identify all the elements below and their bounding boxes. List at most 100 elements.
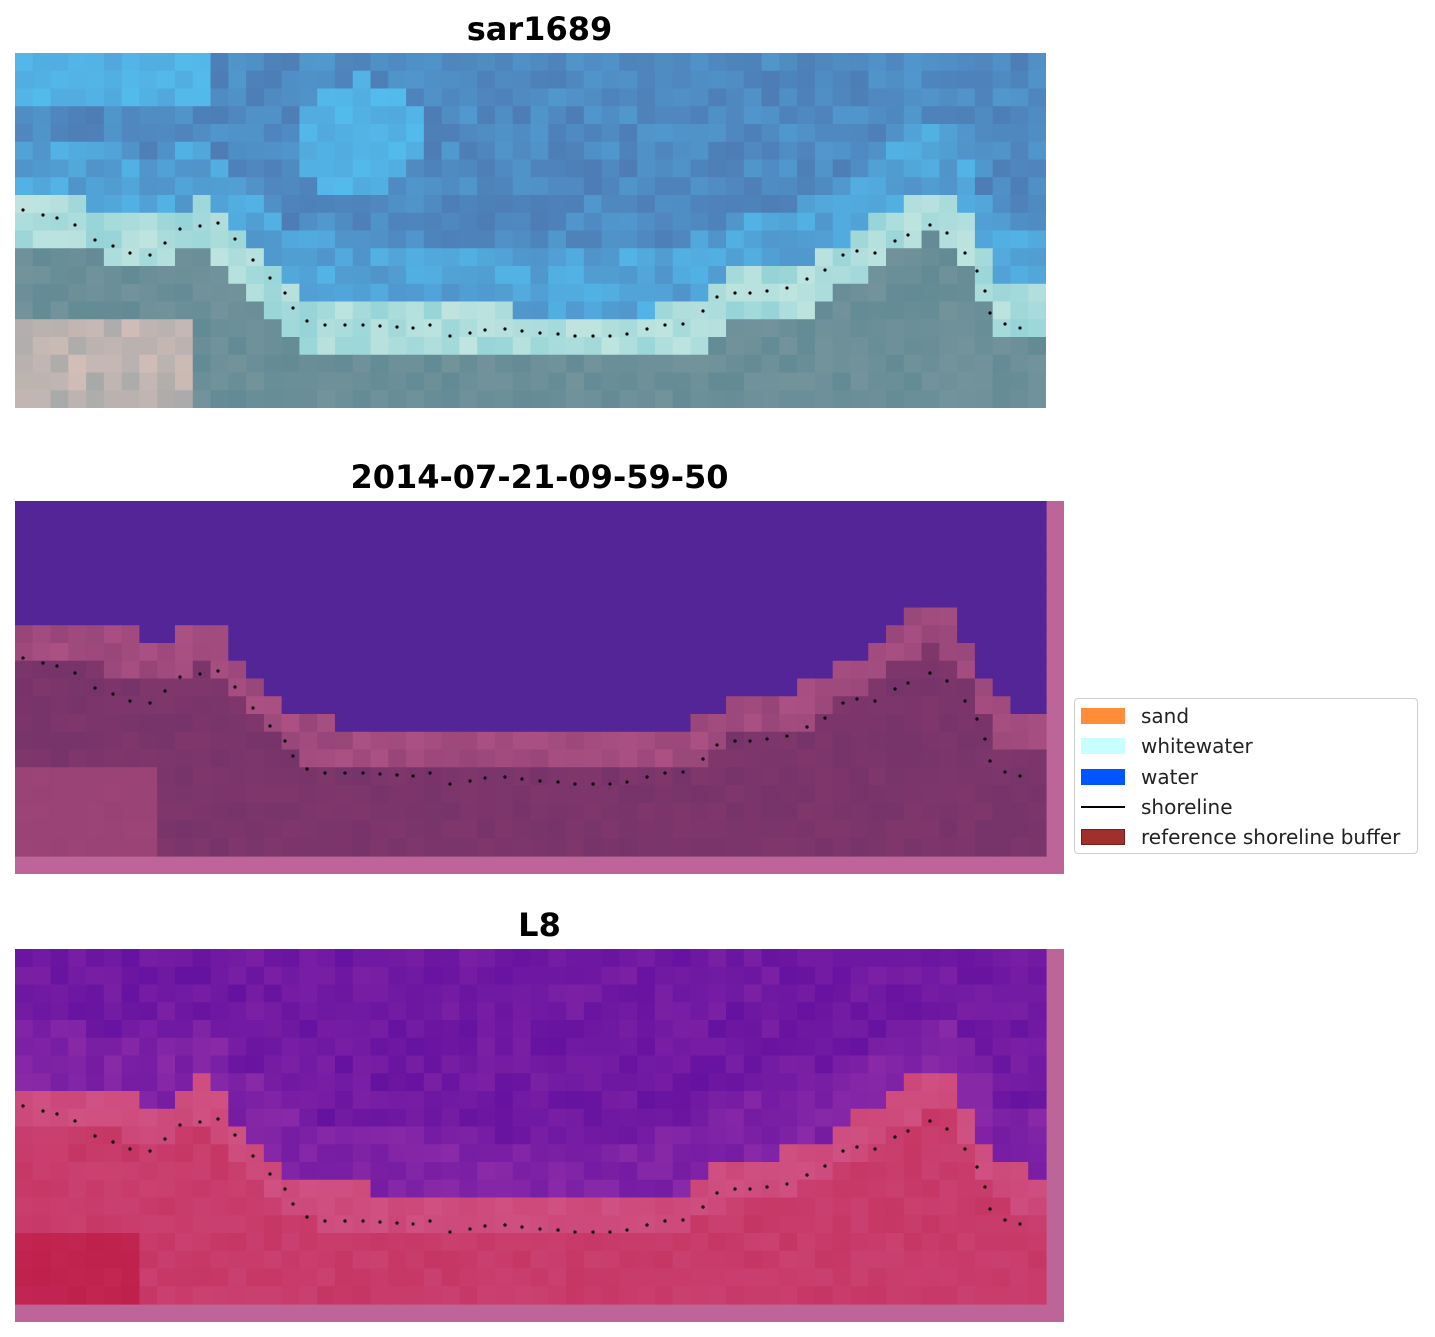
legend-item-sand: sand bbox=[1081, 703, 1189, 729]
shoreline-dot bbox=[428, 771, 432, 775]
image-pixel bbox=[210, 1037, 229, 1057]
image-pixel bbox=[850, 266, 869, 285]
image-pixel bbox=[15, 949, 34, 968]
image-pixel bbox=[939, 838, 958, 857]
image-pixel bbox=[708, 607, 727, 626]
image-pixel bbox=[974, 572, 994, 591]
image-pixel bbox=[32, 1233, 52, 1252]
image-pixel bbox=[317, 266, 336, 285]
image-pixel bbox=[121, 731, 141, 751]
image-pixel bbox=[281, 589, 301, 609]
image-pixel bbox=[263, 1020, 283, 1039]
image-pixel bbox=[281, 1037, 301, 1057]
image-pixel bbox=[939, 589, 958, 609]
image-pixel bbox=[974, 248, 994, 267]
image-pixel bbox=[139, 319, 158, 338]
image-pixel bbox=[477, 607, 496, 626]
shoreline-dot bbox=[715, 295, 719, 299]
shoreline-dot bbox=[945, 1127, 949, 1131]
image-pixel bbox=[50, 354, 69, 374]
image-pixel bbox=[121, 195, 141, 214]
image-pixel bbox=[246, 1233, 265, 1252]
image-pixel bbox=[530, 838, 549, 857]
image-pixel bbox=[423, 106, 443, 125]
shoreline-dot bbox=[1003, 770, 1007, 774]
image-pixel bbox=[637, 266, 656, 285]
image-pixel bbox=[548, 589, 567, 609]
image-pixel bbox=[423, 1162, 443, 1181]
image-pixel bbox=[726, 1055, 745, 1074]
image-pixel bbox=[406, 518, 425, 538]
image-pixel bbox=[974, 1250, 994, 1270]
shoreline-dot bbox=[748, 739, 752, 743]
shoreline-dot bbox=[428, 1219, 432, 1223]
image-pixel bbox=[779, 248, 798, 267]
image-pixel bbox=[992, 501, 1012, 520]
image-pixel bbox=[939, 248, 958, 267]
image-pixel bbox=[370, 124, 389, 143]
image-pixel bbox=[761, 337, 780, 356]
image-pixel bbox=[210, 518, 229, 538]
image-pixel bbox=[903, 1197, 923, 1216]
image-pixel bbox=[334, 106, 354, 125]
image-pixel bbox=[957, 984, 976, 1003]
image-pixel bbox=[903, 554, 923, 573]
image-pixel bbox=[477, 678, 496, 697]
shoreline-dot bbox=[963, 699, 967, 703]
image-pixel bbox=[743, 159, 763, 178]
image-pixel bbox=[743, 607, 763, 626]
image-pixel bbox=[512, 1091, 532, 1110]
image-pixel bbox=[103, 354, 123, 374]
image-pixel bbox=[228, 1250, 247, 1270]
rgb-image-panel bbox=[15, 53, 1046, 408]
image-pixel bbox=[726, 966, 745, 986]
image-pixel bbox=[50, 195, 69, 214]
image-pixel bbox=[32, 70, 52, 90]
image-pixel bbox=[388, 390, 407, 408]
image-pixel bbox=[921, 984, 940, 1003]
image-pixel bbox=[832, 1286, 852, 1305]
image-pixel bbox=[228, 607, 247, 626]
image-pixel bbox=[832, 266, 852, 285]
image-pixel bbox=[228, 1179, 247, 1199]
image-pixel bbox=[708, 1073, 727, 1092]
image-pixel bbox=[1028, 1268, 1047, 1287]
image-pixel bbox=[654, 1215, 674, 1234]
image-pixel bbox=[601, 354, 620, 374]
image-pixel bbox=[334, 589, 354, 609]
image-pixel bbox=[15, 1233, 34, 1252]
image-pixel bbox=[761, 1250, 780, 1270]
image-pixel bbox=[103, 714, 123, 733]
image-pixel bbox=[174, 1126, 194, 1145]
image-pixel bbox=[388, 1162, 407, 1181]
image-pixel bbox=[850, 625, 869, 644]
image-pixel bbox=[441, 372, 460, 391]
shoreline-dot bbox=[945, 231, 949, 235]
image-pixel bbox=[726, 70, 745, 90]
image-pixel bbox=[797, 966, 816, 986]
image-pixel bbox=[619, 301, 638, 320]
image-pixel bbox=[797, 1055, 816, 1074]
image-pixel bbox=[15, 1268, 34, 1287]
image-pixel bbox=[459, 625, 478, 644]
image-pixel bbox=[814, 319, 834, 338]
image-pixel bbox=[957, 572, 976, 591]
image-pixel bbox=[246, 248, 265, 267]
image-pixel bbox=[583, 554, 603, 573]
image-pixel bbox=[672, 949, 692, 968]
image-pixel bbox=[1010, 390, 1029, 408]
image-pixel bbox=[246, 607, 265, 626]
image-pixel bbox=[992, 390, 1012, 408]
image-pixel bbox=[86, 731, 105, 751]
image-pixel bbox=[228, 767, 247, 786]
image-pixel bbox=[886, 124, 905, 143]
image-pixel bbox=[423, 1073, 443, 1092]
image-pixel bbox=[672, 1073, 692, 1092]
image-pixel bbox=[797, 660, 816, 680]
image-pixel bbox=[406, 607, 425, 626]
image-pixel bbox=[974, 660, 994, 680]
image-pixel bbox=[814, 1055, 834, 1074]
image-pixel bbox=[423, 731, 443, 751]
image-pixel bbox=[281, 625, 301, 644]
image-pixel bbox=[814, 1179, 834, 1199]
